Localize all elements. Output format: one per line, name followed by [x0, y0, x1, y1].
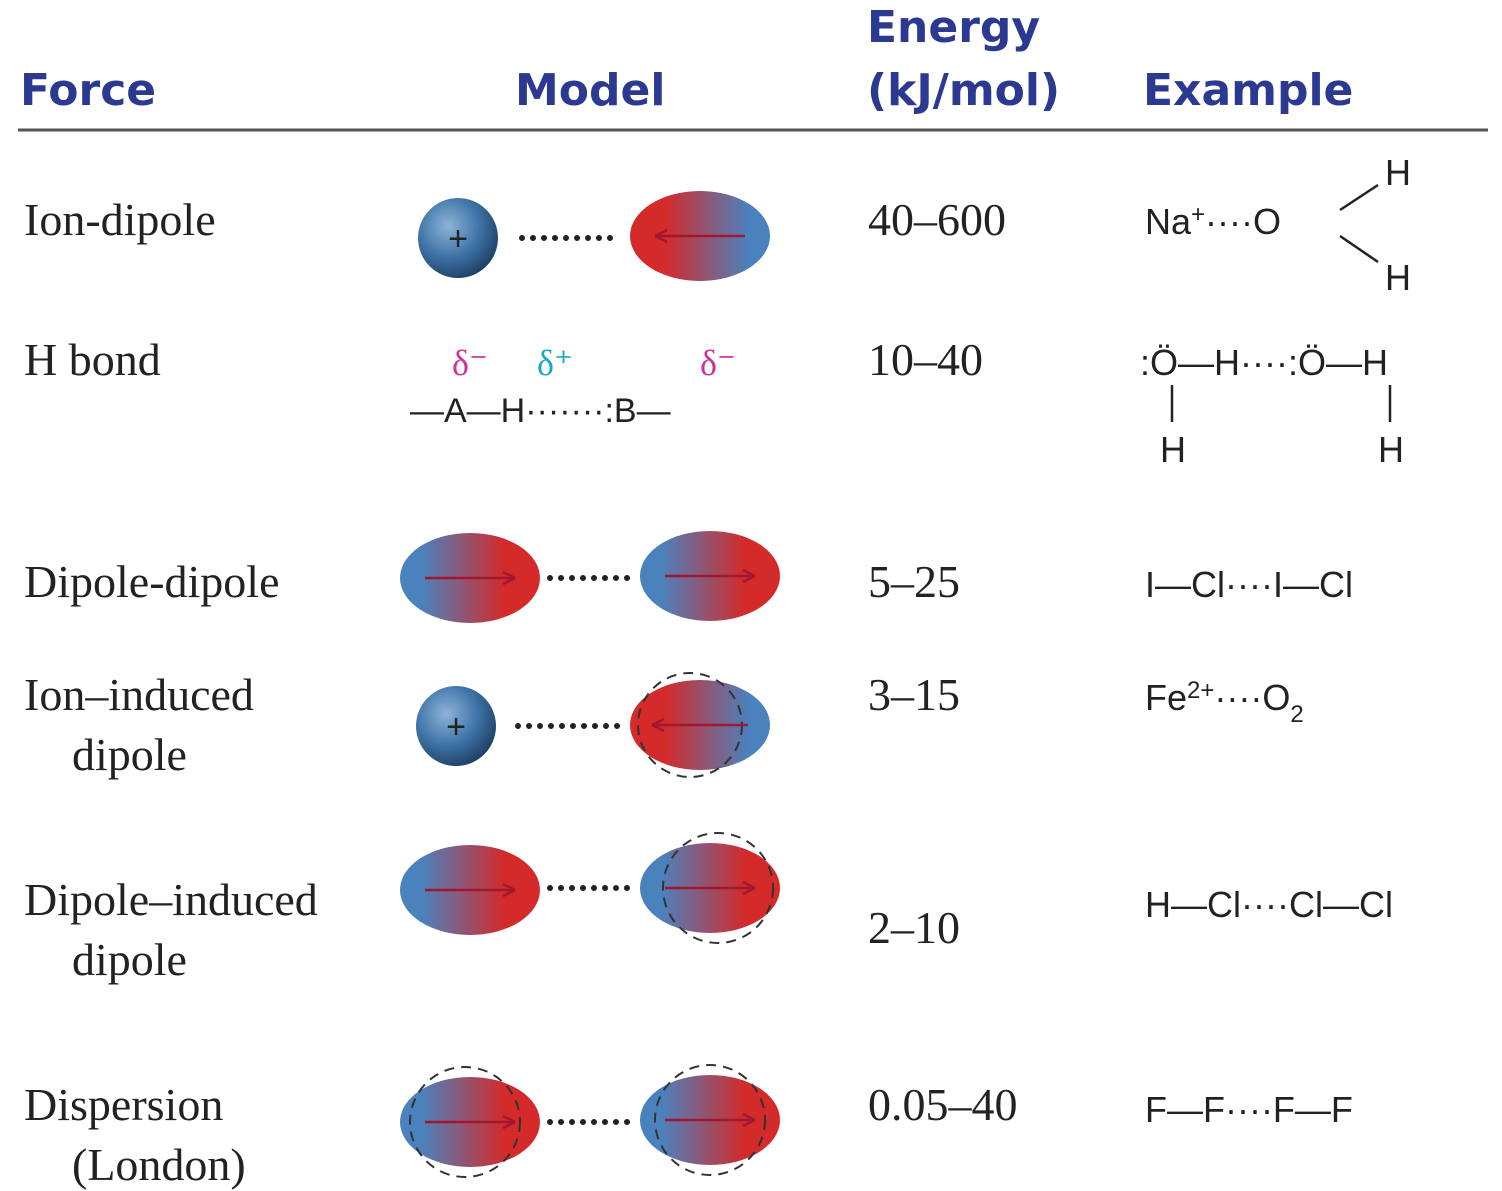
energy: 5–25: [868, 556, 960, 607]
example-part: H: [1378, 429, 1404, 470]
partial-charge: δ⁻: [452, 343, 488, 383]
force: Dipole-dipole: [24, 556, 280, 607]
bond: [1340, 185, 1378, 210]
example: F—F····F—F: [1145, 1089, 1353, 1130]
example: Na+····O: [1145, 201, 1281, 242]
force: (London): [72, 1139, 246, 1190]
force: Dipole–induced: [24, 874, 318, 925]
force: dipole: [72, 934, 187, 985]
example-part: ····O: [1214, 677, 1290, 718]
page: {"header": {"force": "Force", "model": "…: [0, 0, 1502, 1191]
bond-model: —A—H·······:B—: [410, 392, 671, 430]
energy: 0.05–40: [868, 1079, 1018, 1130]
ion-charge: +: [446, 708, 466, 746]
example: Fe2+····O2: [1145, 677, 1304, 728]
force: dipole: [72, 729, 187, 780]
table: Force Model Energy (kJ/mol) Example Ion-…: [0, 0, 1502, 1191]
energy: 10–40: [868, 334, 983, 385]
force: H bond: [24, 334, 161, 385]
energy: 40–600: [868, 194, 1006, 245]
example-part: 2: [1290, 701, 1303, 728]
bond: [1340, 236, 1378, 262]
example-part: Fe: [1145, 677, 1187, 718]
example: I—Cl····I—Cl: [1145, 564, 1353, 605]
example: H—Cl····Cl—Cl: [1145, 884, 1393, 925]
energy: 3–15: [868, 669, 960, 720]
example-part: H: [1160, 429, 1186, 470]
header-model: Model: [515, 65, 665, 116]
header-example: Example: [1143, 65, 1353, 116]
example: :Ö—H····:Ö—H: [1140, 342, 1388, 383]
header-energy: Energy: [867, 2, 1040, 53]
header-force: Force: [20, 65, 156, 116]
header-energy-unit: (kJ/mol): [867, 65, 1060, 116]
example-part: Na: [1145, 201, 1192, 242]
example-part: 2+: [1187, 677, 1214, 704]
example-part: H: [1385, 257, 1411, 298]
partial-charge: δ⁺: [537, 343, 573, 383]
force: Dispersion: [24, 1079, 223, 1130]
partial-charge: δ⁻: [700, 343, 736, 383]
example-part: ····O: [1205, 201, 1281, 242]
force: Ion–induced: [24, 669, 254, 720]
force: Ion-dipole: [24, 194, 216, 245]
example-part: H: [1385, 152, 1411, 193]
ion-charge: +: [448, 220, 468, 258]
example-part: +: [1191, 201, 1205, 228]
energy: 2–10: [868, 902, 960, 953]
